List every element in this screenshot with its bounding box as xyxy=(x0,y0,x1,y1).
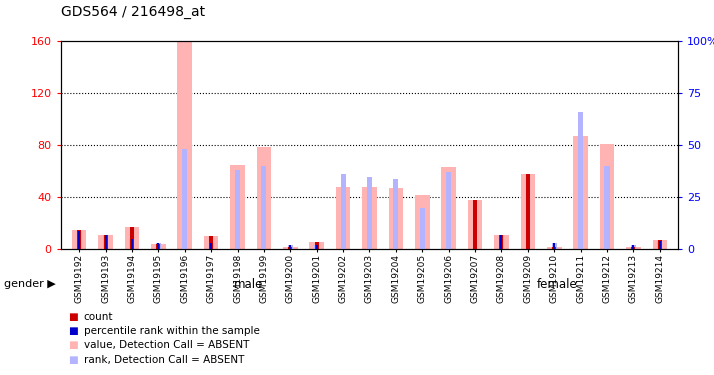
Bar xyxy=(388,188,403,249)
Bar xyxy=(552,243,557,249)
Bar xyxy=(420,208,425,249)
Bar xyxy=(129,239,134,249)
Bar xyxy=(103,235,108,249)
Bar xyxy=(653,240,667,249)
Bar xyxy=(658,240,662,249)
Text: male: male xyxy=(234,278,263,291)
Text: gender ▶: gender ▶ xyxy=(4,279,55,289)
Bar xyxy=(288,247,292,249)
Text: ■: ■ xyxy=(68,355,78,364)
Bar xyxy=(104,235,108,249)
Bar xyxy=(151,244,166,249)
Bar xyxy=(156,244,161,249)
Bar xyxy=(208,243,213,249)
Bar xyxy=(131,239,133,249)
Bar xyxy=(658,241,663,249)
Bar xyxy=(631,247,635,249)
Bar xyxy=(600,144,614,249)
Bar xyxy=(367,177,372,249)
Bar xyxy=(156,243,161,249)
Bar xyxy=(526,174,530,249)
Bar xyxy=(231,165,245,249)
Text: percentile rank within the sample: percentile rank within the sample xyxy=(84,326,259,336)
Bar xyxy=(626,247,640,249)
Bar xyxy=(261,166,266,249)
Bar xyxy=(78,231,80,249)
Bar xyxy=(99,235,113,249)
Bar xyxy=(501,235,503,249)
Bar xyxy=(209,236,213,249)
Bar xyxy=(633,245,635,249)
Bar xyxy=(315,242,318,249)
Text: ■: ■ xyxy=(68,312,78,322)
Bar xyxy=(182,150,187,249)
Bar xyxy=(210,243,212,249)
Bar xyxy=(547,247,561,249)
Text: ■: ■ xyxy=(68,340,78,350)
Bar xyxy=(336,187,351,249)
Bar xyxy=(204,236,218,249)
Text: female: female xyxy=(537,278,578,291)
Bar xyxy=(309,242,324,249)
Bar xyxy=(178,41,192,249)
Bar xyxy=(235,170,240,249)
Bar xyxy=(573,136,588,249)
Text: GDS564 / 216498_at: GDS564 / 216498_at xyxy=(61,5,205,19)
Bar xyxy=(341,174,346,249)
Bar xyxy=(605,166,610,249)
Bar xyxy=(473,200,477,249)
Bar xyxy=(441,167,456,249)
Bar xyxy=(393,178,398,249)
Bar xyxy=(521,174,535,249)
Bar xyxy=(494,235,508,249)
Bar xyxy=(468,200,483,249)
Bar xyxy=(72,230,86,249)
Text: ■: ■ xyxy=(68,326,78,336)
Bar xyxy=(578,112,583,249)
Bar xyxy=(157,243,159,249)
Bar xyxy=(631,245,636,249)
Bar xyxy=(362,187,377,249)
Bar xyxy=(314,245,319,249)
Bar xyxy=(289,245,291,249)
Bar xyxy=(256,147,271,249)
Text: rank, Detection Call = ABSENT: rank, Detection Call = ABSENT xyxy=(84,355,244,364)
Bar xyxy=(283,247,298,249)
Bar xyxy=(316,245,318,249)
Bar xyxy=(552,247,556,249)
Bar xyxy=(446,172,451,249)
Bar xyxy=(76,231,81,249)
Bar xyxy=(553,243,555,249)
Bar xyxy=(104,235,106,249)
Bar xyxy=(499,235,504,249)
Text: value, Detection Call = ABSENT: value, Detection Call = ABSENT xyxy=(84,340,249,350)
Bar xyxy=(500,235,503,249)
Bar xyxy=(415,195,430,249)
Text: count: count xyxy=(84,312,113,322)
Bar xyxy=(659,241,661,249)
Bar xyxy=(125,227,139,249)
Bar xyxy=(130,227,134,249)
Bar xyxy=(77,230,81,249)
Bar xyxy=(288,245,293,249)
